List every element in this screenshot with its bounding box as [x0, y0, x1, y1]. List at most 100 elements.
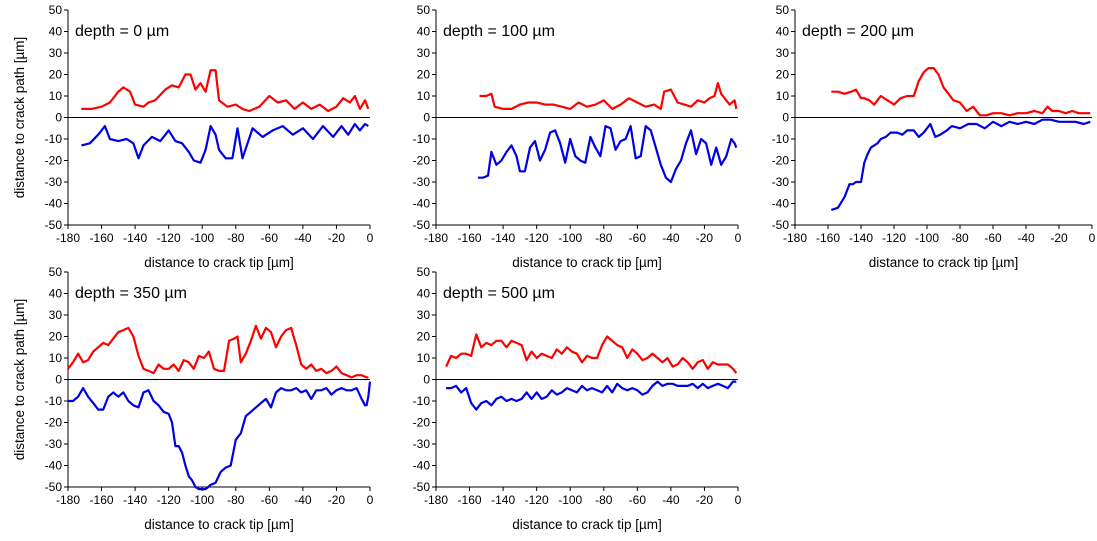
x-tick-label: -40	[294, 231, 312, 245]
x-tick-label: -120	[882, 231, 906, 245]
y-tick-label: -40	[772, 197, 790, 211]
x-axis-label: distance to crack tip [µm]	[512, 517, 662, 532]
x-tick-label: -100	[558, 493, 582, 507]
y-tick-label: -40	[413, 197, 431, 211]
x-axis-label: distance to crack tip [µm]	[512, 255, 662, 270]
y-tick-label: -50	[45, 480, 63, 494]
x-tick-label: -120	[525, 493, 549, 507]
series-line-lower	[81, 122, 369, 164]
x-tick-label: -100	[915, 231, 939, 245]
panel-depth-100: depth = 100 µm distance to crack tip [µm…	[413, 3, 742, 270]
x-tick-label: -120	[157, 493, 181, 507]
y-tick-label: 0	[55, 111, 62, 125]
y-tick-label: -50	[413, 480, 431, 494]
y-tick-label: -10	[45, 394, 63, 408]
series-line-upper	[479, 81, 738, 111]
y-tick-label: 20	[49, 68, 63, 82]
y-tick-label: 50	[417, 265, 431, 279]
x-tick-label: -140	[849, 231, 873, 245]
y-tick-label: 30	[776, 46, 790, 60]
x-tick-label: -60	[629, 493, 647, 507]
x-tick-label: -100	[558, 231, 582, 245]
y-tick-label: 30	[417, 308, 431, 322]
y-tick-label: -50	[772, 218, 790, 232]
series-line-lower	[446, 380, 737, 411]
x-tick-label: 0	[367, 493, 374, 507]
y-tick-label: 40	[49, 287, 63, 301]
y-tick-label: -10	[413, 394, 431, 408]
y-tick-label: -20	[45, 416, 63, 430]
x-tick-label: 0	[735, 231, 742, 245]
y-tick-label: -20	[772, 154, 790, 168]
y-tick-label: -30	[45, 437, 63, 451]
x-tick-label: -160	[90, 231, 114, 245]
x-tick-label: -80	[227, 493, 245, 507]
y-axis-label: distance to crack path [µm]	[12, 37, 27, 199]
y-tick-label: -30	[772, 175, 790, 189]
y-tick-label: 10	[49, 89, 63, 103]
y-tick-label: 50	[49, 3, 63, 17]
y-tick-label: -20	[413, 416, 431, 430]
panel-title: depth = 0 µm	[75, 23, 169, 40]
x-tick-label: -80	[595, 231, 613, 245]
x-tick-label: -100	[190, 231, 214, 245]
x-tick-label: -80	[595, 493, 613, 507]
y-tick-label: -30	[413, 175, 431, 189]
y-tick-label: -20	[413, 154, 431, 168]
y-tick-label: 40	[49, 25, 63, 39]
x-tick-label: -180	[424, 231, 448, 245]
x-tick-label: -160	[816, 231, 840, 245]
y-tick-label: 10	[417, 89, 431, 103]
x-tick-label: -180	[783, 231, 807, 245]
x-tick-label: -180	[56, 231, 80, 245]
panel-depth-350: depth = 350 µm distance to crack tip [µm…	[12, 265, 374, 532]
y-tick-label: 20	[417, 330, 431, 344]
x-tick-label: 0	[735, 493, 742, 507]
y-tick-label: -20	[45, 154, 63, 168]
x-tick-label: -80	[951, 231, 969, 245]
y-tick-label: 50	[776, 3, 790, 17]
series-line-upper	[831, 66, 1091, 117]
x-tick-label: -140	[123, 493, 147, 507]
y-tick-label: -40	[45, 197, 63, 211]
x-axis-label: distance to crack tip [µm]	[144, 517, 294, 532]
x-tick-label: -160	[458, 231, 482, 245]
y-tick-label: -10	[45, 132, 63, 146]
y-tick-label: -40	[413, 459, 431, 473]
x-tick-label: -120	[525, 231, 549, 245]
x-tick-label: -40	[662, 493, 680, 507]
y-tick-label: 0	[423, 373, 430, 387]
panel-title: depth = 200 µm	[802, 23, 914, 40]
x-tick-label: -20	[696, 493, 714, 507]
x-axis-label: distance to crack tip [µm]	[869, 255, 1019, 270]
x-tick-label: 0	[1089, 231, 1096, 245]
x-tick-label: -60	[629, 231, 647, 245]
y-tick-label: 10	[417, 351, 431, 365]
x-tick-label: -40	[1017, 231, 1035, 245]
y-tick-label: 40	[776, 25, 790, 39]
panel-title: depth = 500 µm	[443, 285, 555, 302]
x-tick-label: -60	[261, 493, 279, 507]
y-tick-label: 50	[417, 3, 431, 17]
y-tick-label: -50	[413, 218, 431, 232]
x-axis-label: distance to crack tip [µm]	[144, 255, 294, 270]
panel-depth-200: depth = 200 µm distance to crack tip [µm…	[772, 3, 1096, 270]
series-line-lower	[68, 381, 372, 491]
y-tick-label: 10	[776, 89, 790, 103]
x-tick-label: -20	[1050, 231, 1068, 245]
x-tick-label: -160	[90, 493, 114, 507]
x-tick-label: -140	[491, 231, 515, 245]
y-tick-label: 20	[49, 330, 63, 344]
panel-depth-0: depth = 0 µm distance to crack tip [µm] …	[12, 3, 374, 270]
y-tick-label: 0	[55, 373, 62, 387]
y-tick-label: 30	[49, 308, 63, 322]
x-tick-label: -40	[662, 231, 680, 245]
y-tick-label: -10	[413, 132, 431, 146]
panel-title: depth = 100 µm	[443, 23, 555, 40]
y-tick-label: -50	[45, 218, 63, 232]
y-tick-label: 30	[417, 46, 431, 60]
x-tick-label: 0	[367, 231, 374, 245]
x-tick-label: -140	[123, 231, 147, 245]
y-tick-label: 40	[417, 25, 431, 39]
